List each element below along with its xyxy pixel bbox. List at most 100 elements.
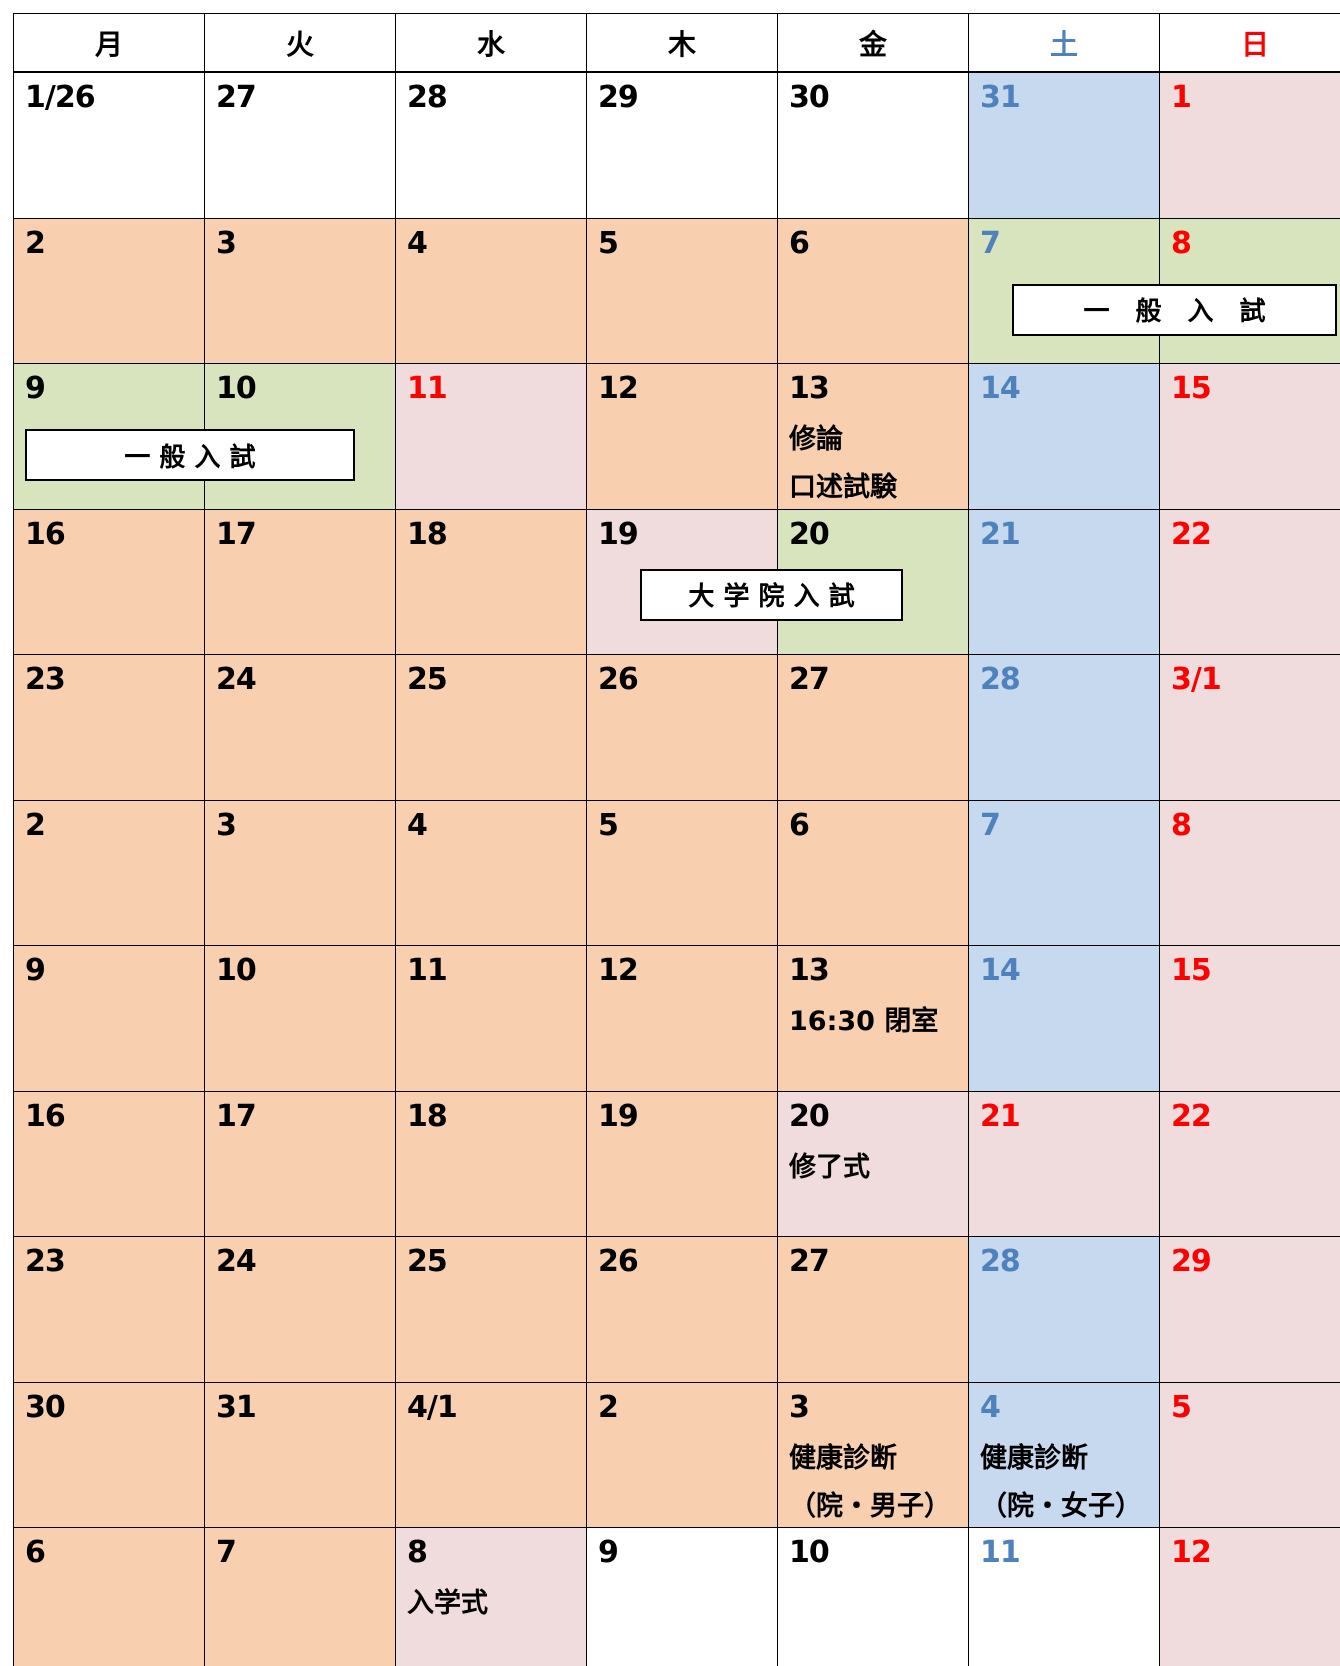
weekday-header: 日: [1159, 13, 1340, 72]
day-cell: [395, 945, 588, 1092]
day-number: 21: [980, 516, 1021, 552]
day-number: 27: [789, 1244, 830, 1279]
day-cell: [395, 1381, 588, 1529]
day-number: 6: [789, 225, 810, 261]
day-number: 9: [25, 953, 46, 988]
event-banner: 一 般 入 試: [24, 429, 356, 481]
day-cell: [395, 1090, 588, 1238]
day-number: 21: [980, 1098, 1021, 1134]
day-note: 16:30 閉室: [789, 1006, 939, 1037]
day-cell: [777, 945, 970, 1092]
weekday-header: 火: [204, 13, 396, 72]
event-banner: 一 般 入 試: [1012, 283, 1337, 336]
day-number: 7: [980, 807, 1001, 843]
day-cell: [777, 217, 970, 365]
day-number: 28: [980, 662, 1021, 697]
day-number: 8: [1171, 807, 1192, 843]
day-number: 16: [25, 1098, 66, 1134]
weekday-header: 木: [586, 13, 778, 72]
day-cell: [13, 508, 206, 656]
day-number: 10: [216, 371, 257, 406]
day-cell: [586, 799, 779, 947]
day-cell: [395, 508, 588, 656]
day-number: 12: [1171, 1535, 1212, 1570]
day-cell: [13, 799, 206, 947]
day-number: 31: [216, 1389, 257, 1425]
day-note: （院・男子）: [789, 1490, 951, 1522]
day-number: 3: [216, 807, 237, 843]
day-number: 4/1: [407, 1389, 458, 1425]
day-number: 17: [216, 1098, 257, 1134]
day-number: 11: [980, 1535, 1021, 1570]
day-number: 27: [789, 662, 830, 697]
day-number: 10: [216, 953, 257, 988]
day-cell: [968, 1090, 1161, 1238]
day-number: 6: [25, 1535, 46, 1570]
day-cell: [586, 1381, 779, 1529]
day-number: 3: [789, 1389, 810, 1425]
day-number: 11: [407, 953, 448, 988]
day-number: 1/26: [25, 80, 96, 115]
day-number: 30: [789, 80, 830, 115]
day-cell: [13, 945, 206, 1092]
day-cell: [586, 1090, 779, 1238]
day-cell: [395, 799, 588, 947]
day-cell: [395, 217, 588, 365]
day-number: 27: [216, 80, 257, 115]
day-number: 20: [789, 1098, 830, 1134]
day-number: 17: [216, 516, 257, 552]
day-cell: [968, 1381, 1161, 1529]
day-number: 5: [598, 225, 619, 261]
day-cell: [968, 1527, 1161, 1666]
day-number: 2: [25, 807, 46, 843]
day-note: 修論: [789, 424, 843, 455]
day-number: 18: [407, 1098, 448, 1134]
day-number: 2: [598, 1389, 619, 1425]
event-banner: 大 学 院 入 試: [639, 568, 904, 621]
day-number: 20: [789, 516, 830, 552]
day-cell: [777, 1090, 970, 1238]
weekday-header: 水: [395, 13, 587, 72]
day-note: 口述試験: [789, 472, 897, 503]
day-cell: [1159, 72, 1340, 219]
day-number: 14: [980, 953, 1021, 988]
day-number: 8: [407, 1535, 428, 1570]
day-number: 16: [25, 516, 66, 552]
day-number: 13: [789, 953, 830, 988]
day-cell: [777, 1527, 970, 1666]
day-cell: [586, 1527, 779, 1666]
day-number: 1: [1171, 80, 1192, 115]
day-cell: [1159, 799, 1340, 947]
day-cell: [777, 1236, 970, 1383]
day-number: 4: [407, 225, 428, 261]
day-number: 12: [598, 371, 639, 406]
day-cell: [204, 1381, 397, 1529]
day-cell: [395, 1236, 588, 1383]
day-number: 29: [1171, 1244, 1212, 1279]
day-number: 26: [598, 662, 639, 697]
day-number: 5: [1171, 1389, 1192, 1425]
day-number: 24: [216, 662, 257, 697]
day-number: 28: [407, 80, 448, 115]
day-note: 修了式: [789, 1151, 870, 1183]
day-number: 9: [598, 1535, 619, 1570]
weekday-header: 土: [968, 13, 1160, 72]
day-cell: [204, 72, 397, 219]
day-note: 健康診断: [789, 1442, 897, 1474]
day-cell: [1159, 945, 1340, 1092]
day-number: 31: [980, 80, 1021, 115]
day-cell: [13, 1527, 206, 1666]
day-number: 12: [598, 953, 639, 988]
day-number: 19: [598, 1098, 639, 1134]
day-number: 24: [216, 1244, 257, 1279]
day-number: 3: [216, 225, 237, 261]
day-number: 4: [980, 1389, 1001, 1425]
day-number: 14: [980, 371, 1021, 406]
day-number: 23: [25, 1244, 66, 1279]
day-number: 9: [25, 371, 46, 406]
weekday-header: 月: [13, 13, 205, 72]
day-cell: [968, 72, 1161, 219]
day-cell: [13, 1236, 206, 1383]
